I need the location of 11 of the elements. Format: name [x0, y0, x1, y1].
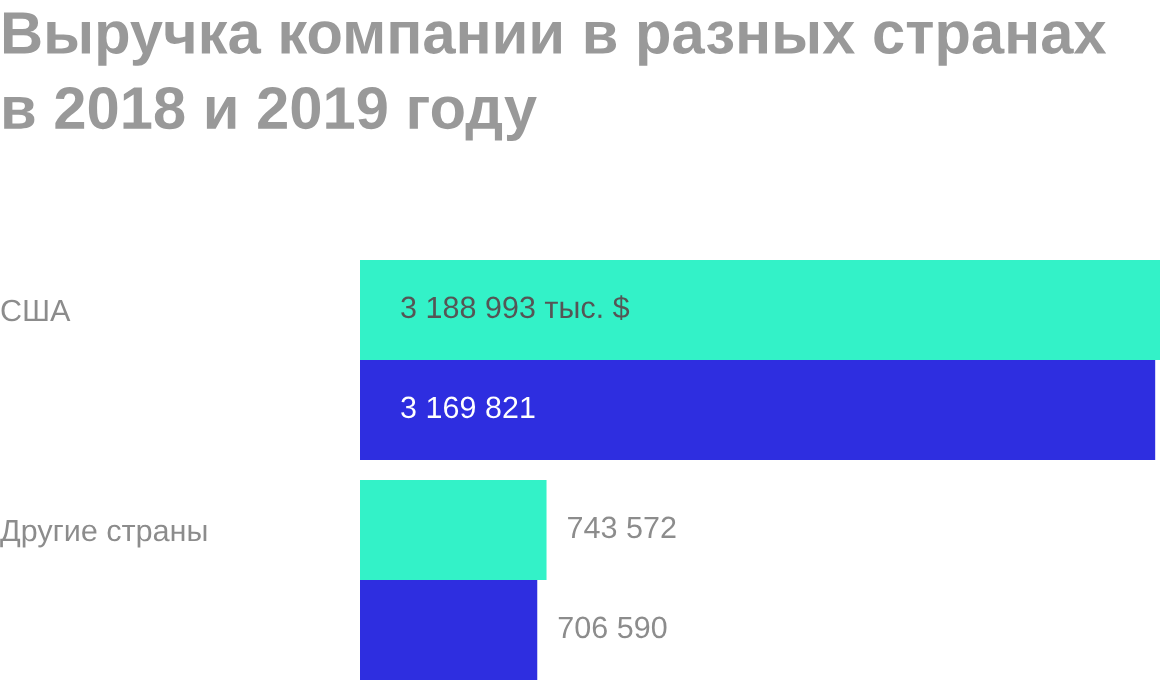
bar: [360, 580, 538, 680]
bar: [360, 480, 547, 580]
y-tick-label: США: [1, 299, 71, 322]
data-label: 3 169 821: [401, 396, 535, 419]
data-label: 743 572: [568, 516, 676, 539]
bar: [360, 260, 1160, 360]
bar: [360, 360, 1156, 460]
y-tick-label: Другие страны: [0, 520, 207, 548]
data-label: 3 188 993 тыс. $: [401, 295, 630, 321]
data-label: 706 590: [558, 616, 667, 639]
chart-title: Выручка компании в разных странах в 2018 и 2019 году: [3, 12, 1107, 142]
